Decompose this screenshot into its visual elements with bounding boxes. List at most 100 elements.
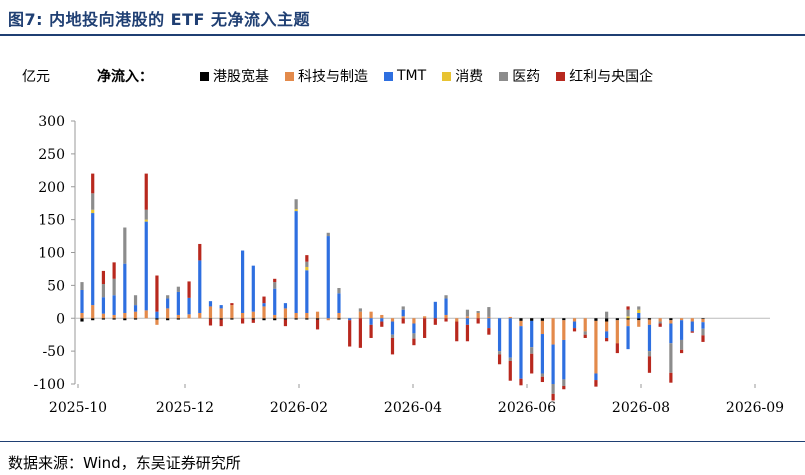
- legend-swatch: [384, 71, 393, 81]
- bar-segment-series-0: [155, 318, 159, 320]
- bar-segment-series-2: [679, 320, 684, 340]
- bar-segment-series-5: [594, 380, 598, 387]
- bar-segment-series-2: [112, 295, 116, 315]
- bar-segment-series-0: [133, 318, 138, 320]
- bar-segment-series-4: [679, 339, 684, 350]
- bar-segment-series-2: [465, 318, 470, 325]
- legend-item-tmt: TMT: [384, 66, 426, 86]
- bar-segment-series-1: [326, 318, 330, 321]
- bar-segment-series-3: [626, 316, 630, 319]
- x-tick-label: 2025-12: [156, 400, 214, 416]
- bar-segment-series-5: [262, 296, 266, 304]
- bar-segment-series-0: [123, 318, 127, 321]
- bar-segment-series-0: [294, 318, 298, 320]
- bar-segment-series-1: [679, 318, 684, 321]
- bar-segment-series-4: [508, 357, 512, 361]
- bar-segment-series-1: [401, 316, 405, 319]
- bar-segment-series-2: [637, 312, 641, 319]
- bar-segment-series-5: [91, 173, 95, 194]
- y-tick-label: 50: [47, 278, 65, 294]
- bar-segment-series-1: [262, 306, 266, 319]
- bar-segment-series-1: [251, 311, 255, 319]
- bar-segment-series-1: [241, 312, 245, 319]
- bar-segment-series-5: [155, 275, 159, 312]
- bar-segment-series-5: [615, 343, 619, 354]
- bar-segment-series-1: [305, 312, 309, 319]
- bar-segment-series-0: [594, 318, 598, 321]
- bar-segment-series-0: [273, 318, 277, 321]
- bar-segment-series-2: [241, 250, 245, 313]
- bar-segment-series-4: [583, 331, 587, 335]
- bar-segment-series-1: [176, 314, 180, 319]
- bar-segment-series-1: [476, 312, 480, 319]
- bar-segment-series-5: [497, 354, 502, 365]
- bar-segment-series-1: [658, 318, 662, 322]
- bar-segment-series-5: [444, 318, 448, 322]
- y-tick-label: -50: [42, 344, 65, 360]
- bar-segment-series-2: [487, 318, 491, 329]
- legend-item-hk-broad: 港股宽基: [200, 66, 269, 86]
- bar-segment-series-4: [497, 351, 502, 355]
- bar-segment-series-5: [701, 335, 705, 342]
- y-tick-label: 150: [38, 213, 65, 229]
- bar-segment-series-2: [530, 320, 534, 348]
- bar-segment-series-4: [133, 295, 138, 306]
- bar-segment-series-1: [101, 313, 106, 319]
- legend-title: 净流入：: [97, 69, 153, 85]
- bar-segment-series-2: [519, 326, 523, 379]
- bar-segment-series-1: [273, 314, 277, 319]
- bar-segment-series-4: [144, 209, 148, 220]
- bar-segment-series-0: [166, 318, 170, 321]
- figure-title: 图7: 内地投向港股的 ETF 无净流入主题: [8, 10, 311, 29]
- bar-segment-series-5: [198, 243, 202, 261]
- bar-segment-series-5: [476, 318, 480, 324]
- bar-segment-series-4: [326, 232, 330, 237]
- bar-segment-series-1: [187, 314, 191, 319]
- bar-segment-series-2: [562, 339, 566, 380]
- bar-segment-series-1: [637, 320, 641, 327]
- bar-segment-series-3: [637, 309, 641, 313]
- bar-segment-series-0: [626, 318, 630, 320]
- bar-segment-series-1: [465, 316, 470, 319]
- bar-segment-series-0: [315, 318, 320, 320]
- bar-segment-series-5: [465, 324, 470, 342]
- bar-segment-series-3: [144, 219, 148, 222]
- bar-segment-series-1: [166, 308, 170, 319]
- bar-segment-series-2: [251, 265, 255, 312]
- bar-segment-series-2: [155, 311, 159, 319]
- bar-segment-series-0: [208, 318, 213, 319]
- legend-label: 港股宽基: [213, 69, 269, 85]
- legend-label: TMT: [397, 68, 427, 84]
- legend-swatch: [499, 71, 509, 81]
- bar-segment-series-1: [551, 318, 555, 345]
- bar-segment-series-2: [690, 321, 694, 332]
- bar-segment-series-2: [133, 305, 138, 312]
- bar-segment-series-5: [605, 337, 609, 342]
- bar-segment-series-0: [262, 318, 266, 321]
- bar-segment-series-1: [508, 316, 512, 319]
- bar-segment-series-1: [230, 305, 234, 319]
- bar-segment-series-5: [219, 319, 223, 327]
- bar-segment-series-1: [615, 320, 619, 344]
- legend-label: 红利与央国企: [569, 69, 654, 85]
- bar-segment-series-4: [305, 261, 309, 267]
- bar-segment-series-5: [112, 262, 116, 279]
- x-tick-label: 2026-04: [384, 400, 442, 416]
- bar-segment-series-4: [337, 288, 341, 294]
- bar-segment-series-0: [101, 318, 106, 320]
- bar-segment-series-5: [144, 173, 148, 210]
- bar-segment-series-2: [669, 323, 673, 344]
- bar-segment-series-2: [283, 303, 288, 309]
- bar-segment-series-4: [530, 347, 534, 354]
- bar-segment-series-4: [166, 295, 170, 299]
- bar-segment-series-2: [305, 270, 309, 313]
- bar-segment-series-1: [444, 314, 448, 319]
- legend-label: 消费: [455, 69, 484, 85]
- bar-segment-series-5: [358, 318, 362, 348]
- legend-item-tech-manufacturing: 科技与制造: [285, 66, 368, 86]
- bar-segment-series-2: [605, 331, 609, 338]
- bar-segment-series-0: [615, 318, 619, 321]
- bar-segment-series-4: [444, 295, 448, 299]
- bar-segment-series-0: [530, 318, 534, 321]
- bar-segment-series-4: [80, 282, 84, 290]
